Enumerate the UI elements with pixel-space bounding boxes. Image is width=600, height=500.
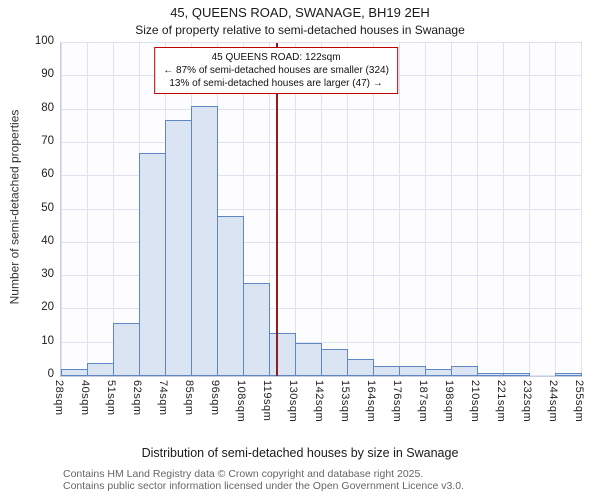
x-tick-label: 28sqm bbox=[53, 380, 65, 416]
gridline-vertical bbox=[399, 43, 400, 376]
histogram-bar bbox=[295, 342, 322, 376]
x-tick-label: 153sqm bbox=[339, 380, 351, 423]
footer-line-1: Contains HM Land Registry data © Crown c… bbox=[63, 468, 424, 480]
x-tick-label: 232sqm bbox=[521, 380, 533, 423]
histogram-bar bbox=[61, 369, 88, 376]
footer: Contains HM Land Registry data © Crown c… bbox=[63, 468, 464, 492]
histogram-bar bbox=[165, 119, 192, 376]
annotation-line-1: 45 QUEENS ROAD: 122sqm bbox=[211, 52, 341, 63]
histogram-bar bbox=[269, 332, 296, 376]
gridline-vertical bbox=[503, 43, 504, 376]
x-tick-label: 210sqm bbox=[469, 380, 481, 423]
x-tick-label: 244sqm bbox=[547, 380, 559, 423]
gridline-vertical bbox=[113, 43, 114, 376]
y-tick-label: 10 bbox=[41, 334, 54, 347]
gridline-vertical bbox=[529, 43, 530, 376]
x-tick-label: 221sqm bbox=[495, 380, 507, 423]
x-tick-label: 130sqm bbox=[287, 380, 299, 423]
histogram-bar bbox=[477, 372, 504, 376]
annotation-line-3: 13% of semi-detached houses are larger (… bbox=[169, 78, 383, 89]
gridline-horizontal bbox=[61, 42, 581, 43]
histogram-bar bbox=[555, 372, 582, 376]
gridline-vertical bbox=[87, 43, 88, 376]
x-tick-label: 255sqm bbox=[573, 380, 585, 423]
y-tick-label: 40 bbox=[41, 234, 54, 247]
x-tick-label: 62sqm bbox=[131, 380, 143, 416]
chart-title: 45, QUEENS ROAD, SWANAGE, BH19 2EH bbox=[170, 5, 430, 20]
histogram-bar bbox=[191, 106, 218, 376]
histogram-bar bbox=[139, 152, 166, 376]
gridline-vertical bbox=[347, 43, 348, 376]
x-axis-label: Distribution of semi-detached houses by … bbox=[141, 446, 459, 460]
x-tick-label: 74sqm bbox=[157, 380, 169, 416]
histogram-bar bbox=[399, 366, 426, 376]
gridline-vertical bbox=[321, 43, 322, 376]
y-tick-label: 0 bbox=[47, 368, 54, 380]
histogram-bar bbox=[217, 216, 244, 376]
x-tick-label: 40sqm bbox=[79, 380, 91, 416]
chart-subtitle: Size of property relative to semi-detach… bbox=[135, 23, 465, 37]
y-tick-label: 100 bbox=[34, 35, 54, 47]
gridline-vertical bbox=[477, 43, 478, 376]
gridline-vertical bbox=[295, 43, 296, 376]
x-tick-label: 142sqm bbox=[313, 380, 325, 423]
annotation-line-2: ← 87% of semi-detached houses are smalle… bbox=[163, 65, 389, 76]
y-tick-label: 30 bbox=[41, 268, 54, 281]
gridline-vertical bbox=[425, 43, 426, 376]
y-tick-label: 50 bbox=[41, 201, 54, 214]
footer-line-2: Contains public sector information licen… bbox=[63, 479, 464, 492]
y-tick-label: 80 bbox=[41, 101, 54, 114]
histogram-bar bbox=[113, 322, 140, 376]
histogram-bar bbox=[87, 362, 114, 376]
gridline-vertical bbox=[61, 43, 62, 376]
x-tick-label: 96sqm bbox=[209, 380, 221, 416]
gridline-vertical bbox=[269, 43, 270, 376]
x-tick-label: 187sqm bbox=[417, 380, 429, 423]
y-tick-label: 20 bbox=[41, 301, 54, 314]
gridline-vertical bbox=[451, 43, 452, 376]
y-tick-label: 60 bbox=[41, 168, 54, 181]
histogram-bar bbox=[373, 366, 400, 376]
gridline-vertical bbox=[555, 43, 556, 376]
histogram-bar bbox=[451, 366, 478, 376]
histogram-bar bbox=[425, 369, 452, 376]
x-tick-label: 119sqm bbox=[261, 380, 273, 422]
x-tick-label: 108sqm bbox=[235, 380, 247, 423]
histogram-bar bbox=[243, 282, 270, 376]
property-marker-line bbox=[276, 43, 278, 376]
histogram-bar bbox=[503, 372, 530, 376]
gridline-vertical bbox=[581, 43, 582, 376]
gridline-vertical bbox=[373, 43, 374, 376]
gridline-vertical bbox=[243, 43, 244, 376]
histogram-bar bbox=[321, 349, 348, 376]
y-tick-label: 70 bbox=[41, 134, 54, 147]
plot-area: 45 QUEENS ROAD: 122sqm ← 87% of semi-det… bbox=[60, 42, 582, 377]
x-tick-label: 164sqm bbox=[365, 380, 377, 423]
x-tick-label: 85sqm bbox=[183, 380, 195, 416]
x-tick-label: 176sqm bbox=[391, 380, 403, 423]
y-tick-label: 90 bbox=[41, 68, 54, 81]
x-tick-label: 51sqm bbox=[105, 380, 117, 416]
histogram-bar bbox=[347, 359, 374, 376]
x-tick-label: 198sqm bbox=[443, 380, 455, 423]
annotation-box: 45 QUEENS ROAD: 122sqm ← 87% of semi-det… bbox=[154, 47, 398, 94]
